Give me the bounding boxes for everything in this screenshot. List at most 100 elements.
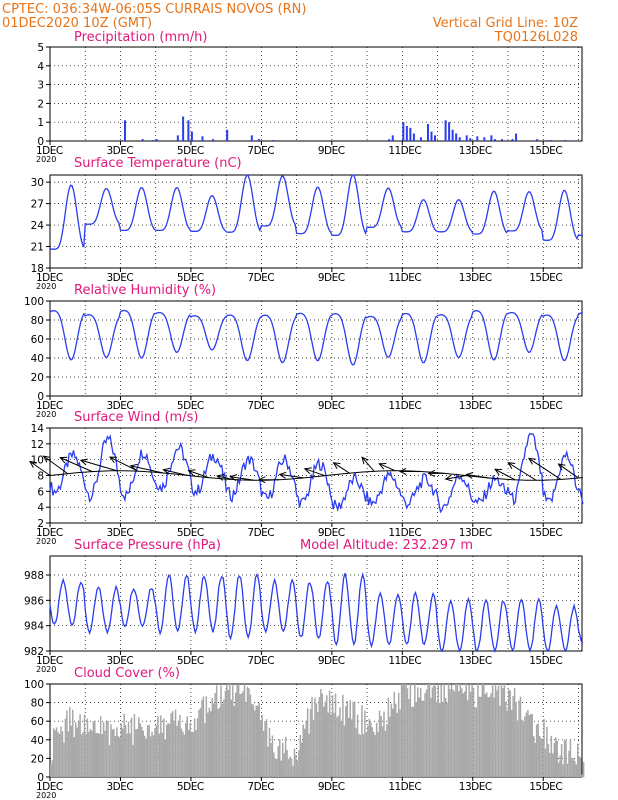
wind-title: Surface Wind (m/s) — [74, 410, 198, 425]
cloud-bar — [302, 724, 304, 777]
cloud-bar — [579, 757, 582, 777]
cloud-bar — [456, 684, 459, 777]
cloud-bar — [544, 748, 547, 777]
precip-bar — [465, 135, 468, 141]
cloud-bar — [556, 740, 558, 777]
cloud-bar — [321, 693, 324, 777]
cloud-bar — [475, 707, 478, 777]
precip-bar — [391, 135, 394, 141]
precip-bar — [257, 139, 260, 141]
temp-xtick-label: 5DEC — [177, 272, 204, 284]
cloud-xtick-label: 1DEC — [36, 781, 63, 793]
rh-series-line — [49, 309, 583, 366]
cloud-bar — [236, 685, 238, 777]
cloud-bar — [440, 684, 442, 777]
cloud-bar — [424, 693, 426, 777]
cloud-bar — [160, 715, 162, 777]
cloud-bar — [394, 703, 397, 777]
cloud-bar — [433, 684, 435, 777]
precip-bar — [155, 139, 158, 141]
cloud-bar — [165, 724, 168, 777]
cloud-bar — [270, 743, 272, 777]
cloud-bar — [348, 717, 350, 777]
cloud-bar — [234, 692, 237, 777]
cloud-bar — [83, 714, 86, 777]
cloud-bar — [459, 684, 462, 777]
cloud-bar — [563, 739, 566, 777]
cloud-bar — [480, 696, 482, 777]
cloud-bar — [428, 684, 431, 777]
cloud-bar — [232, 685, 234, 777]
temp-ytick-label: 18 — [31, 263, 44, 275]
cloud-bar — [173, 720, 175, 777]
cloud-bar — [405, 684, 407, 777]
wind-ytick-label: 14 — [31, 423, 45, 435]
cloud-bar — [121, 728, 124, 777]
run-date: 01DEC2020 10Z (GMT) — [2, 16, 152, 31]
cloud-bar — [577, 743, 579, 777]
wind-arrow-head — [398, 467, 407, 475]
rh-xtick-label: 1DEC — [36, 400, 63, 412]
cloud-bar — [305, 721, 307, 777]
cloud-bar — [494, 685, 497, 777]
cloud-bar — [512, 695, 514, 777]
wind-arrow-head — [257, 476, 266, 484]
cloud-bar — [138, 717, 140, 777]
precip-bar — [250, 135, 253, 141]
wind-arrow-head — [29, 460, 37, 468]
precip-ytick-label: 1 — [37, 117, 44, 129]
cloud-bar — [91, 730, 93, 777]
cloud-bar — [223, 699, 225, 777]
cloud-bar — [386, 724, 388, 777]
cloud-bar — [412, 706, 415, 777]
temp-title: Surface Temperature (nC) — [74, 156, 242, 171]
cloud-bar — [151, 731, 153, 777]
wind-arrow — [361, 456, 375, 472]
precip-bar — [226, 129, 229, 141]
cloud-bar — [224, 690, 227, 777]
cloud-bar — [396, 712, 398, 777]
cloud-bar — [380, 715, 382, 777]
pressure-xtick-label: 1DEC — [36, 655, 63, 667]
cloud-bar — [496, 690, 498, 777]
cloud-bar — [298, 750, 300, 777]
wind-arrow-head — [303, 467, 312, 475]
cloud-bar — [532, 736, 535, 777]
cloud-ytick-label: 40 — [31, 735, 44, 747]
precip-bar — [490, 135, 493, 141]
precip-ytick-label: 5 — [37, 42, 44, 54]
cloud-bar — [308, 733, 310, 777]
rh-xtick-label: 3DEC — [106, 400, 133, 412]
temp-xtick-label: 1DEC — [36, 272, 63, 284]
cloud-bar — [149, 736, 152, 777]
cloud-bar — [436, 702, 438, 777]
cloud-bar — [463, 691, 466, 777]
cloud-bar — [387, 697, 390, 777]
precip-frame — [49, 46, 583, 142]
cloud-bar — [487, 697, 489, 777]
cloud-bar — [249, 694, 252, 777]
cloud-bar — [82, 732, 84, 777]
wind-arrow — [279, 473, 304, 479]
cloud-bar — [168, 723, 171, 777]
cloud-bar — [320, 688, 322, 777]
cloud-bar — [441, 702, 444, 777]
pressure-ytick-label: 984 — [24, 621, 44, 633]
precip-bar — [546, 140, 549, 141]
wind-arrow — [445, 475, 466, 480]
cloud-bar — [198, 709, 200, 777]
cloud-bar — [345, 706, 347, 777]
precip-bar — [434, 135, 437, 141]
wind-arrow — [333, 462, 350, 474]
cloud-title: Cloud Cover (%) — [74, 666, 180, 681]
wind-arrow-head — [378, 463, 387, 470]
pressure-xtick-label: 15DEC — [529, 655, 562, 667]
cloud-bar — [130, 717, 133, 777]
precip-xtick-label: 15DEC — [529, 145, 562, 157]
wind-arrow — [304, 468, 325, 477]
cloud-bar — [406, 688, 409, 777]
cloud-bar — [569, 738, 572, 777]
cloud-bar — [146, 725, 149, 777]
cloud-bar — [483, 684, 485, 777]
precip-bar — [426, 124, 429, 141]
